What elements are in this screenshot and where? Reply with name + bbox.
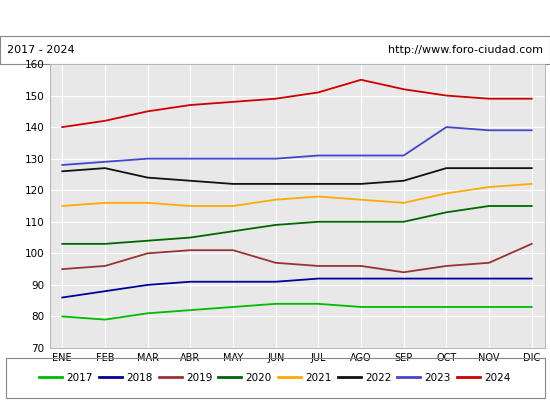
Text: 2017 - 2024: 2017 - 2024 (7, 45, 74, 55)
Text: http://www.foro-ciudad.com: http://www.foro-ciudad.com (388, 45, 543, 55)
Legend: 2017, 2018, 2019, 2020, 2021, 2022, 2023, 2024: 2017, 2018, 2019, 2020, 2021, 2022, 2023… (40, 373, 510, 383)
Text: Evolucion num de emigrantes en Yuncos: Evolucion num de emigrantes en Yuncos (135, 11, 415, 25)
